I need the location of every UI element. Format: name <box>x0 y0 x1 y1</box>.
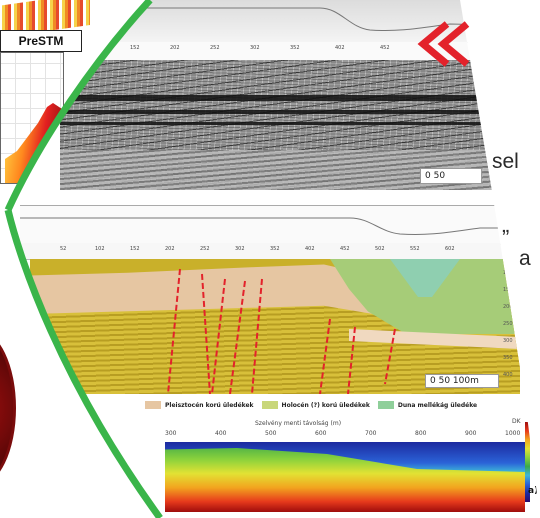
mid-tick: 502 <box>375 246 385 252</box>
legend-swatch <box>262 401 278 409</box>
vel-tick: 300 <box>165 430 177 437</box>
depth-tick: 400 <box>503 372 513 378</box>
mid-tick: 152 <box>130 246 140 252</box>
vel-tick: 400 <box>215 430 227 437</box>
mid-tick: 302 <box>235 246 245 252</box>
direction-label: DK <box>512 418 521 425</box>
depth-tick: 350 <box>503 355 513 361</box>
legend-label: Holocén (?) korú üledékek <box>281 401 370 409</box>
panel-label-a: a) <box>528 486 539 496</box>
mid-tick: 202 <box>165 246 175 252</box>
vel-tick: 500 <box>265 430 277 437</box>
legend-item-duna: Duna mellékág üledéke <box>378 401 477 409</box>
velocity-colorbar <box>525 422 540 512</box>
vel-tick: 900 <box>465 430 477 437</box>
top-tick: 302 <box>250 45 260 51</box>
top-tick: 202 <box>170 45 180 51</box>
reflector-band <box>60 110 540 114</box>
legend-swatch <box>145 401 161 409</box>
side-text-line-3: a <box>519 247 531 270</box>
top-tick: 402 <box>335 45 345 51</box>
middle-profile-line <box>20 206 540 244</box>
velocity-section <box>165 442 525 512</box>
vel-tick: 700 <box>365 430 377 437</box>
legend-label: Duna mellékág üledéke <box>397 401 478 409</box>
legend-item-holocene: Holocén (?) korú üledékek <box>262 401 370 409</box>
vel-tick: 800 <box>415 430 427 437</box>
velocity-distance-axis: 300 400 500 600 700 800 900 1000 <box>165 430 525 442</box>
top-tick: 352 <box>290 45 300 51</box>
top-tick: 452 <box>380 45 390 51</box>
mid-tick: 602 <box>445 246 455 252</box>
top-tick: 152 <box>130 45 140 51</box>
mid-tick: 402 <box>305 246 315 252</box>
depth-tick: 200 <box>503 304 513 310</box>
reflector-band <box>60 95 540 101</box>
legend: Pleisztocén korú üledékek Holocén (?) ko… <box>145 398 540 412</box>
mid-tick: 352 <box>270 246 280 252</box>
seismic-grayscale-section: 0 50 <box>60 60 540 190</box>
interpreted-section: 0 50 100m <box>30 259 520 394</box>
legend-item-pleistocene: Pleisztocén korú üledékek <box>145 401 254 409</box>
mid-tick: 102 <box>95 246 105 252</box>
top-scale-bar: 0 50 <box>420 168 482 184</box>
depth-tick: 250 <box>503 321 513 327</box>
mid-tick: 52 <box>60 246 67 252</box>
velocity-axis-title: Szelvény menti távolság (m) <box>255 420 342 427</box>
colorbar-gradient <box>525 422 530 502</box>
top-tick: 252 <box>210 45 220 51</box>
mid-tick: 552 <box>410 246 420 252</box>
middle-scale-bar: 0 50 100m <box>425 374 499 388</box>
vel-tick: 600 <box>315 430 327 437</box>
mid-tick: 252 <box>200 246 210 252</box>
prestm-label: PreSTM <box>0 30 82 52</box>
side-text-line-2: „ <box>502 212 510 237</box>
double-chevron-left-icon[interactable] <box>405 20 485 70</box>
top-profile-line <box>70 0 530 42</box>
fault-lines <box>30 259 520 394</box>
middle-elevation-profile <box>20 205 540 245</box>
mid-tick: 452 <box>340 246 350 252</box>
reflector-band <box>60 122 540 125</box>
depth-tick: 300 <box>503 338 513 344</box>
vel-tick: 1000 <box>505 430 521 437</box>
legend-label: Pleisztocén korú üledékek <box>165 401 254 409</box>
legend-swatch <box>378 401 394 409</box>
side-text-line-1: sel <box>492 150 519 173</box>
